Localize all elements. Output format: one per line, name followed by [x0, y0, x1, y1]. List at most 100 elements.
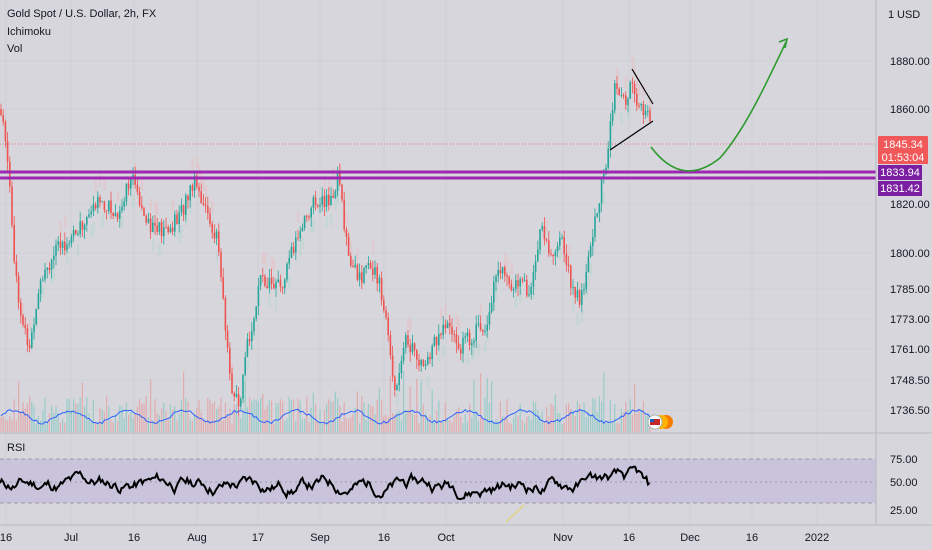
currency-label[interactable]: USD	[897, 9, 920, 21]
volume-bar	[321, 423, 323, 432]
candle-body	[545, 239, 548, 241]
cloud-segment	[635, 75, 639, 88]
volume-bar	[172, 409, 174, 432]
time-tick-label: 16	[623, 532, 635, 544]
candle-body	[53, 255, 55, 260]
candle-body	[383, 300, 385, 311]
cloud-segment	[638, 84, 641, 97]
triangle-lower-line[interactable]	[609, 120, 654, 151]
candle-body	[420, 359, 422, 366]
volume-bar	[546, 406, 548, 432]
volume-bar	[603, 371, 605, 432]
candle-body	[493, 281, 495, 303]
volume-bar	[328, 399, 330, 432]
volume-bar	[359, 423, 361, 432]
volume-bar	[614, 403, 616, 432]
candle-body	[435, 336, 438, 346]
time-axis[interactable]: 16 Jul 16 Aug 17 Sep 16 Oct Nov 16 Dec 16 2022	[0, 532, 829, 544]
candle-body	[149, 218, 152, 233]
cloud-segment	[288, 276, 291, 289]
volume-bar	[409, 386, 411, 432]
volume-bar	[9, 416, 11, 432]
volume-bar	[4, 419, 6, 432]
time-tick-label: Jul	[64, 532, 78, 544]
cloud-segment	[132, 195, 135, 208]
volume-bar	[29, 396, 31, 432]
economic-events-icons[interactable]	[647, 414, 673, 430]
candle-body	[354, 264, 356, 267]
cloud-segment	[180, 225, 183, 238]
volume-bar	[88, 413, 90, 432]
candle-body	[440, 333, 442, 336]
candle-body	[363, 268, 365, 283]
volume-bar	[425, 413, 427, 432]
candle-body	[530, 286, 532, 295]
candle-body	[633, 83, 636, 94]
volume-bar	[77, 403, 79, 432]
candle-body	[578, 290, 581, 305]
volume-bar	[486, 377, 488, 432]
volume-bar	[455, 410, 457, 432]
volume-bar	[550, 403, 552, 432]
triangle-upper-line[interactable]	[631, 68, 654, 105]
volume-bar	[552, 405, 554, 432]
volume-bar	[640, 409, 642, 432]
candle-body	[39, 280, 42, 294]
candle-body	[609, 120, 612, 149]
cloud-segment	[633, 65, 636, 78]
volume-bar	[178, 414, 180, 432]
volume-bar	[469, 403, 471, 432]
candle-body	[510, 284, 513, 291]
candle-body	[462, 337, 464, 354]
time-tick-label: 2022	[805, 532, 829, 544]
time-tick-label: Oct	[437, 532, 454, 544]
rsi-legend[interactable]: RSI	[7, 442, 26, 454]
candle-body	[20, 302, 22, 316]
candle-body	[257, 285, 260, 307]
cloud-segment	[642, 84, 645, 97]
candle-body	[537, 249, 539, 262]
volume-bar	[290, 400, 292, 432]
candle-body	[259, 275, 262, 286]
candle-body	[350, 255, 352, 266]
volume-legend[interactable]: Vol	[7, 43, 23, 55]
cloud-segment	[327, 178, 331, 191]
candle-body	[92, 204, 95, 212]
volume-bar	[499, 400, 501, 432]
time-tick-label: Aug	[187, 532, 207, 544]
rsi-line[interactable]	[0, 465, 651, 501]
candle-body	[35, 308, 37, 325]
cloud-segment	[396, 392, 399, 405]
candle-body	[138, 191, 141, 206]
candle-body	[180, 205, 183, 213]
candle-body	[372, 268, 374, 275]
candle-body	[438, 333, 440, 346]
cloud-segment	[191, 157, 194, 170]
candle-body	[506, 275, 508, 278]
volume-bar	[466, 421, 468, 432]
volume-bar	[293, 399, 295, 432]
volume-bar	[396, 412, 398, 432]
candle-body	[264, 276, 266, 287]
volume-bar	[128, 415, 130, 432]
symbol-title[interactable]: Gold Spot / U.S. Dollar, 2h, FX	[7, 8, 157, 20]
candle-body	[431, 345, 433, 360]
volume-bar	[231, 423, 233, 432]
forecast-curve[interactable]	[650, 41, 787, 172]
cloud-segment	[246, 358, 249, 371]
candle-body	[321, 196, 323, 205]
volume-bar	[585, 417, 587, 432]
candle-body	[77, 234, 79, 236]
volume-bar	[598, 396, 600, 432]
candle-body	[347, 236, 350, 256]
ichimoku-legend[interactable]: Ichimoku	[7, 26, 52, 38]
volume-bar	[150, 379, 152, 432]
candle-body	[94, 204, 97, 209]
volume-bar	[497, 421, 499, 432]
price-axis[interactable]: 1880.00 1860.00 1820.00 1800.00 1785.00 1773.…	[890, 56, 930, 517]
volume-bar	[167, 419, 169, 432]
volume-bar	[519, 404, 521, 432]
volume-bar	[218, 406, 220, 432]
candle-body	[587, 256, 590, 272]
